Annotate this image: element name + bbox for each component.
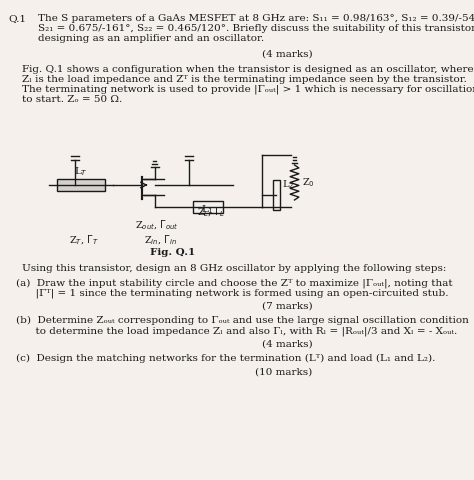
Text: to start. Zₒ = 50 Ω.: to start. Zₒ = 50 Ω. — [22, 95, 122, 104]
Text: S₂₁ = 0.675/-161°, S₂₂ = 0.465/120°. Briefly discuss the suitability of this tra: S₂₁ = 0.675/-161°, S₂₂ = 0.465/120°. Bri… — [38, 24, 474, 33]
Text: Z$_0$: Z$_0$ — [302, 176, 315, 189]
Text: L$_T$: L$_T$ — [74, 165, 88, 178]
Text: Using this transistor, design an 8 GHz oscillator by applying the following step: Using this transistor, design an 8 GHz o… — [22, 264, 446, 273]
Text: Fig. Q.1 shows a configuration when the transistor is designed as an oscillator,: Fig. Q.1 shows a configuration when the … — [22, 65, 474, 74]
Text: Fig. Q.1: Fig. Q.1 — [150, 248, 195, 257]
Text: The S parameters of a GaAs MESFET at 8 GHz are: S₁₁ = 0.98/163°, S₁₂ = 0.39/-54°: The S parameters of a GaAs MESFET at 8 G… — [38, 14, 474, 23]
Text: (4 marks): (4 marks) — [262, 340, 313, 349]
Text: (10 marks): (10 marks) — [255, 368, 313, 377]
Text: designing as an amplifier and an oscillator.: designing as an amplifier and an oscilla… — [38, 34, 264, 43]
Text: to determine the load impedance Zₗ and also Γₗ, with Rₗ = |Rₒᵤₜ|/3 and Xₗ = - Xₒ: to determine the load impedance Zₗ and a… — [16, 326, 457, 336]
Text: (4 marks): (4 marks) — [262, 50, 313, 59]
Text: Q.1: Q.1 — [9, 14, 27, 23]
Text: Z$_{in}$, $\Gamma_{in}$: Z$_{in}$, $\Gamma_{in}$ — [144, 233, 176, 247]
Bar — [273, 180, 280, 210]
Text: The terminating network is used to provide |Γₒᵤₜ| > 1 which is necessary for osc: The terminating network is used to provi… — [22, 85, 474, 95]
Text: L$_2$: L$_2$ — [282, 179, 294, 192]
Text: Z$_L$, $\Gamma_L$: Z$_L$, $\Gamma_L$ — [197, 205, 225, 218]
Text: (c)  Design the matching networks for the termination (Lᵀ) and load (L₁ and L₂).: (c) Design the matching networks for the… — [16, 354, 436, 363]
Text: Zₗ is the load impedance and Zᵀ is the terminating impedance seen by the transis: Zₗ is the load impedance and Zᵀ is the t… — [22, 75, 467, 84]
Text: Z$_T$, $\Gamma_T$: Z$_T$, $\Gamma_T$ — [69, 233, 99, 247]
Text: (a)  Draw the input stability circle and choose the Zᵀ to maximize |Γₒᵤₜ|, notin: (a) Draw the input stability circle and … — [16, 278, 453, 288]
Bar — [57, 179, 105, 191]
Text: (7 marks): (7 marks) — [262, 302, 313, 311]
Text: (b)  Determine Zₒᵤₜ corresponding to Γₒᵤₜ and use the large signal oscillation c: (b) Determine Zₒᵤₜ corresponding to Γₒᵤₜ… — [16, 316, 469, 325]
Text: |Γᵀ| = 1 since the terminating network is formed using an open-circuited stub.: |Γᵀ| = 1 since the terminating network i… — [16, 288, 448, 298]
Text: L$_1$: L$_1$ — [201, 203, 214, 216]
Bar — [193, 201, 222, 213]
Text: Z$_{out}$, $\Gamma_{out}$: Z$_{out}$, $\Gamma_{out}$ — [135, 218, 178, 232]
